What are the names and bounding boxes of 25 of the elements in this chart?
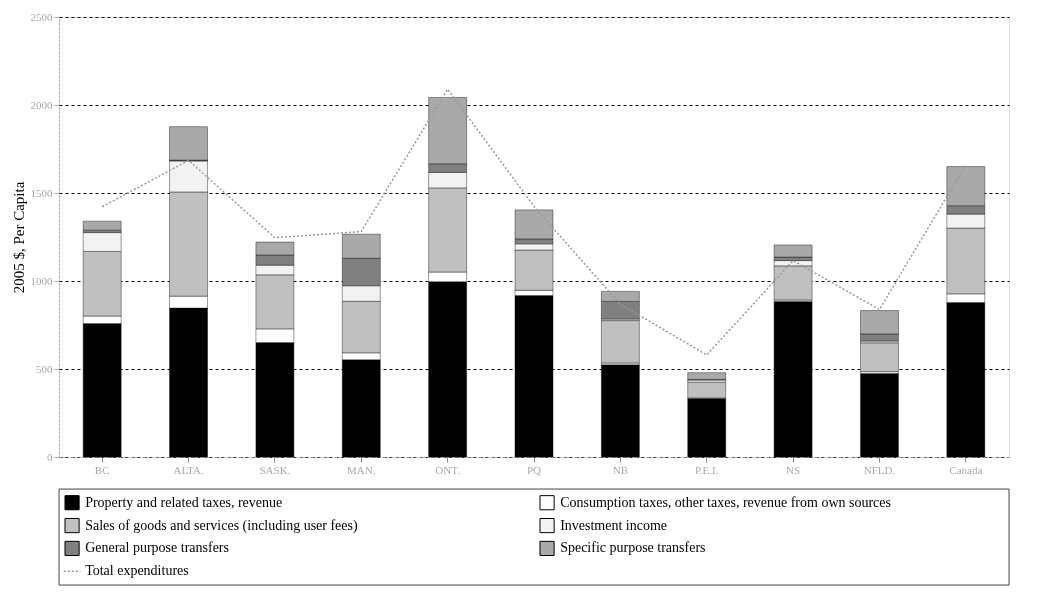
y-tick-label: 2500 <box>30 10 53 23</box>
x-tick-label: NS <box>786 463 801 476</box>
x-tick-label: P.E.I. <box>694 463 719 476</box>
legend-label: Total expenditures <box>85 563 189 579</box>
legend-label: Specific purpose transfers <box>560 540 706 556</box>
x-tick-label: PQ <box>526 463 542 476</box>
legend-label: Property and related taxes, revenue <box>85 494 283 510</box>
legend-label: General purpose transfers <box>85 540 229 556</box>
x-tick-label: SASK. <box>259 463 291 476</box>
legend-label: Sales of goods and services (including user fees) <box>85 517 358 534</box>
y-tick-label: 0 <box>47 450 53 463</box>
y-tick-label: 1000 <box>30 274 53 287</box>
x-tick-label: NFLD. <box>863 463 896 476</box>
y-tick-label: 500 <box>36 362 53 375</box>
x-tick-label: ALTA. <box>173 463 204 476</box>
y-axis-title: 2005 $, Per Capita <box>10 181 27 294</box>
x-tick-label: NB <box>612 463 628 476</box>
x-tick-label: BC <box>94 463 110 476</box>
legend-label: Investment income <box>560 517 668 533</box>
y-tick-label: 2000 <box>30 98 53 111</box>
x-tick-label: ONT. <box>435 463 461 476</box>
x-tick-label: Canada <box>949 463 983 476</box>
x-tick-label: MAN. <box>347 463 376 476</box>
y-tick-label: 1500 <box>30 186 53 199</box>
legend-label: Consumption taxes, other taxes, revenue from own sources <box>560 494 891 510</box>
